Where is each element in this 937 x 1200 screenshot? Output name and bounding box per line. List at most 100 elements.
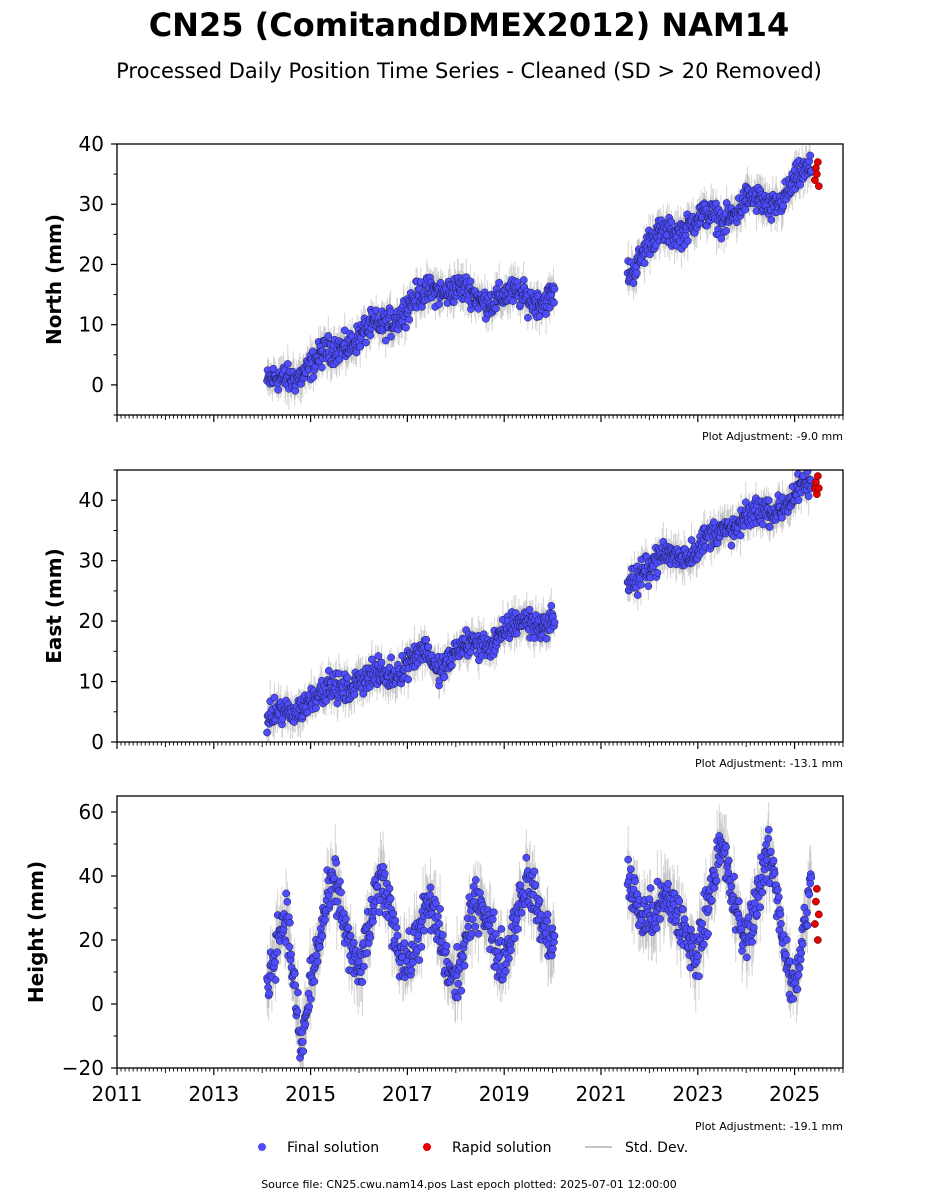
final-point [285,943,294,951]
final-point [315,943,324,951]
final-point [764,496,773,505]
final-point [550,618,559,627]
chart-title: CN25 (ComitandDMEX2012) NAM14 [149,6,790,44]
y-tick-label: 0 [91,373,104,397]
final-point [313,957,322,966]
final-point [435,300,443,309]
final-point [492,304,500,313]
final-point [283,360,292,368]
final-point [321,915,329,924]
final-point [333,699,342,708]
final-point [524,313,532,322]
final-point [330,874,338,883]
y-tick-label: 30 [79,192,104,216]
chart-subtitle: Processed Daily Position Time Series - C… [116,59,822,83]
final-point [312,704,320,712]
rapid-point [813,472,822,480]
final-point [637,580,645,589]
y-tick-label: 40 [79,488,104,512]
final-point [273,948,282,957]
final-point [405,315,414,324]
final-point [717,234,726,243]
final-point [495,278,504,287]
final-point [283,897,292,906]
final-point [710,518,718,526]
final-point [535,312,544,321]
final-point [640,259,649,267]
final-point [687,536,696,544]
final-point [332,858,341,867]
plot-area [263,802,823,1068]
panel-frame [116,469,844,743]
final-point [806,151,815,160]
final-point [271,958,279,967]
y-axis-label: East (mm) [42,548,66,664]
rapid-point [813,158,822,166]
final-point [282,889,291,898]
final-point [271,976,280,984]
final-point [632,269,641,277]
final-point [265,989,274,998]
final-point [550,285,559,293]
y-tick-label: 20 [79,252,104,276]
final-point [633,591,642,599]
final-point [765,523,774,531]
final-point [322,697,330,705]
final-point [291,981,300,990]
final-point [343,673,352,682]
final-point [509,297,517,305]
rapid-point [814,182,823,191]
final-point [270,693,279,702]
final-point [305,1002,313,1011]
plot-adjustment-label: Plot Adjustment: -13.1 mm [695,757,843,770]
final-point [741,205,750,214]
final-point [290,969,299,978]
final-point [794,496,803,505]
rapid-point [813,170,821,178]
final-point [767,216,776,224]
final-point [779,201,787,210]
final-point [447,661,456,670]
final-point [309,373,318,381]
final-point [356,342,365,351]
final-point [736,531,745,540]
final-point [404,675,412,684]
final-point [440,673,449,682]
final-point [629,279,638,287]
final-point [298,1038,307,1046]
final-point [683,237,692,245]
final-point [312,951,321,959]
final-point [653,569,662,577]
final-point [519,276,528,284]
final-point [542,310,550,318]
y-tick-label: 40 [79,132,104,156]
final-point [287,950,295,959]
y-axis-label: North (mm) [42,214,66,345]
y-tick-label: 10 [79,670,104,694]
plot-area [263,470,823,742]
final-point [381,336,390,345]
y-tick-label: 10 [79,313,104,337]
panels: 0 10 20 30 40 North (mm) Plot Adjustment: -9.0… [24,132,844,1133]
final-point [359,689,368,698]
final-point [337,888,345,897]
final-point [550,298,558,307]
panel-1: 0 10 20 30 40 North (mm) Plot Adjustment: -9.0… [42,132,844,443]
final-point [310,977,319,986]
final-point [542,634,551,643]
final-point [336,877,344,886]
rapid-point [814,484,823,492]
final-point [274,385,283,394]
final-point [402,323,410,332]
final-point [727,541,736,550]
plot-area [263,144,823,410]
y-tick-label: 0 [91,730,104,754]
final-point [374,652,383,660]
final-point [758,520,767,529]
final-point [301,1020,310,1029]
final-point [545,303,554,312]
final-point [547,601,556,610]
final-point [644,582,653,590]
final-point [422,635,431,644]
